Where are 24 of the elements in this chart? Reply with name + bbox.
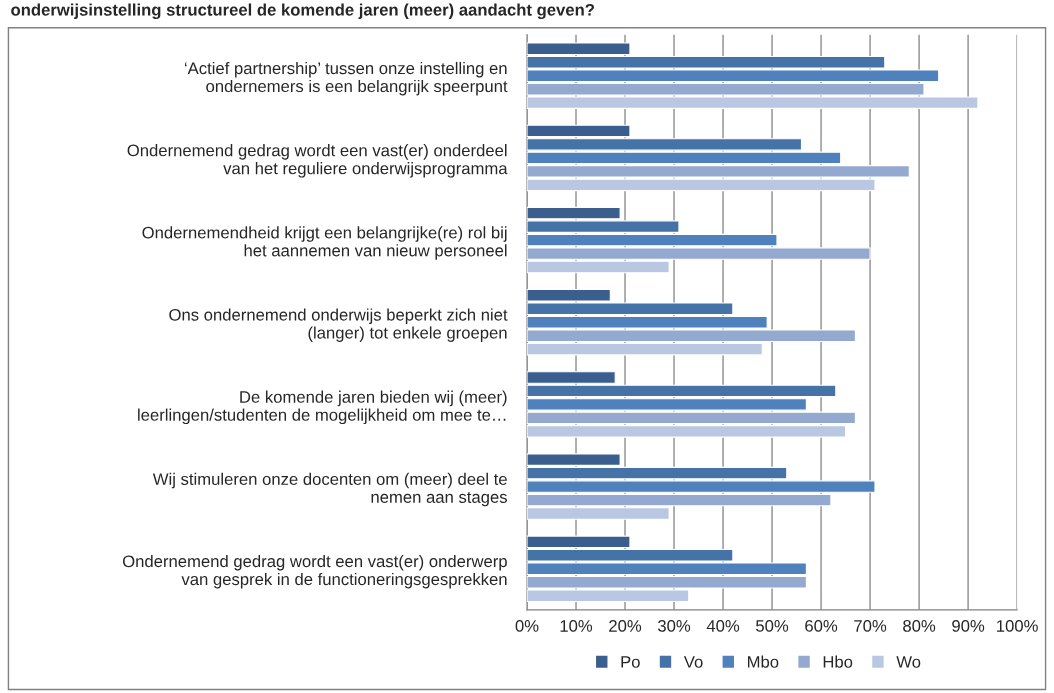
x-tick-label: 60% — [805, 620, 838, 632]
x-tick-label: 80% — [903, 620, 936, 632]
x-tick-label: 30% — [657, 620, 691, 632]
x-tick-label: 100% — [997, 620, 1038, 632]
y-tick-label: Ondernemendheid krijgt een belangrijke(re) rol bij het aannemen van nieuw personeel — [142, 226, 507, 260]
text: onderwijsinstelling structureel de komende jaren (meer) aandacht geven? — [11, 3, 594, 20]
x-tick-label: 50% — [756, 620, 789, 632]
legend-label: Mbo — [747, 655, 779, 668]
x-tick-label: 0% — [515, 620, 539, 632]
x-tick-label: 40% — [706, 620, 740, 632]
legend-label: Wo — [896, 656, 921, 668]
x-tick-label: 90% — [952, 620, 985, 632]
legend-label: Hbo — [823, 655, 853, 668]
x-tick-label: 10% — [560, 620, 593, 632]
y-tick-label: De komende jaren bieden wij (meer) leerlingen/studenten de mogelijkheid om mee te… — [138, 390, 507, 425]
y-tick-label: Ondernemend gedrag wordt een vast(er) onderwerp van gesprek in de functioneringsgesprekken — [122, 554, 507, 589]
y-tick-label: Ondernemend gedrag wordt een vast(er) onderdeel van het reguliere onderwijsprogramma — [127, 144, 508, 178]
legend-label: Vo — [683, 656, 703, 668]
y-tick-label: Wij stimuleren onze docenten om (meer) deel te nemen aan stages — [152, 472, 507, 507]
x-tick-label: 70% — [854, 620, 887, 632]
legend-label: Po — [621, 656, 640, 668]
y-tick-label: ‘Actief partnership’ tussen onze instelling en ondernemers is een belangrijk speerpunt — [184, 61, 508, 96]
x-tick-label: 20% — [609, 620, 642, 632]
y-tick-label: Ons ondernemend onderwijs beperkt zich niet (langer) tot enkele groepen — [169, 308, 508, 342]
